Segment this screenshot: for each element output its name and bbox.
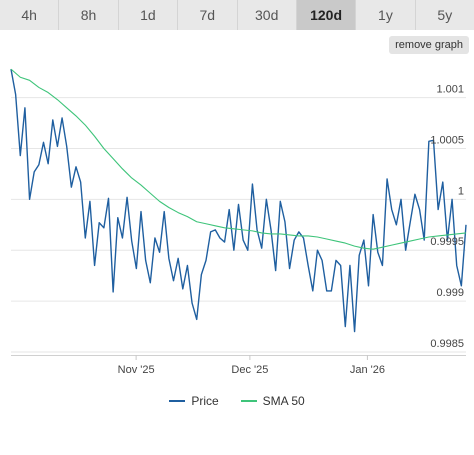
y-tick-label-2: 1 [458, 185, 464, 197]
tab-1d[interactable]: 1d [118, 0, 179, 30]
tab-7d[interactable]: 7d [178, 0, 238, 30]
x-tick-label-2: Jan '26 [350, 364, 385, 376]
y-tick-label-0: 1.001 [436, 84, 464, 96]
axes [11, 355, 466, 360]
tick-labels: 1.001 1.0005 1 0.9995 0.999 0.9985 Nov '25 Dec … [118, 84, 464, 376]
chart-legend: Price SMA 50 [0, 392, 474, 410]
y-tick-label-4: 0.999 [436, 287, 464, 299]
series-line-price [10, 68, 467, 333]
price-chart: 1.001 1.0005 1 0.9995 0.999 0.9985 Nov '25 Dec … [10, 68, 467, 376]
tab-4h[interactable]: 4h [0, 0, 60, 30]
legend-item-sma[interactable]: SMA 50 [240, 394, 305, 408]
tab-30d[interactable]: 30d [237, 0, 297, 30]
range-tabbar: 4h 8h 1d 7d 30d 120d 1y 5y [0, 0, 474, 30]
y-tick-label-3: 0.9995 [430, 236, 464, 248]
grid-lines [11, 97, 466, 353]
series-line-sma-50 [10, 68, 467, 250]
tab-8h[interactable]: 8h [59, 0, 119, 30]
y-tick-label-1: 1.0005 [430, 134, 464, 146]
x-tick-label-1: Dec '25 [231, 364, 268, 376]
legend-swatch-price [169, 400, 186, 402]
legend-item-price[interactable]: Price [169, 394, 219, 408]
tab-120d[interactable]: 120d [296, 0, 357, 30]
legend-label-price: Price [191, 394, 219, 408]
legend-swatch-sma [240, 400, 257, 402]
y-tick-label-5: 0.9985 [430, 338, 464, 350]
tab-1y[interactable]: 1y [356, 0, 416, 30]
tab-5y[interactable]: 5y [415, 0, 474, 30]
remove-graph-button[interactable]: remove graph [389, 36, 469, 54]
x-tick-label-0: Nov '25 [118, 364, 155, 376]
series-lines [10, 68, 467, 333]
legend-label-sma: SMA 50 [262, 394, 305, 408]
